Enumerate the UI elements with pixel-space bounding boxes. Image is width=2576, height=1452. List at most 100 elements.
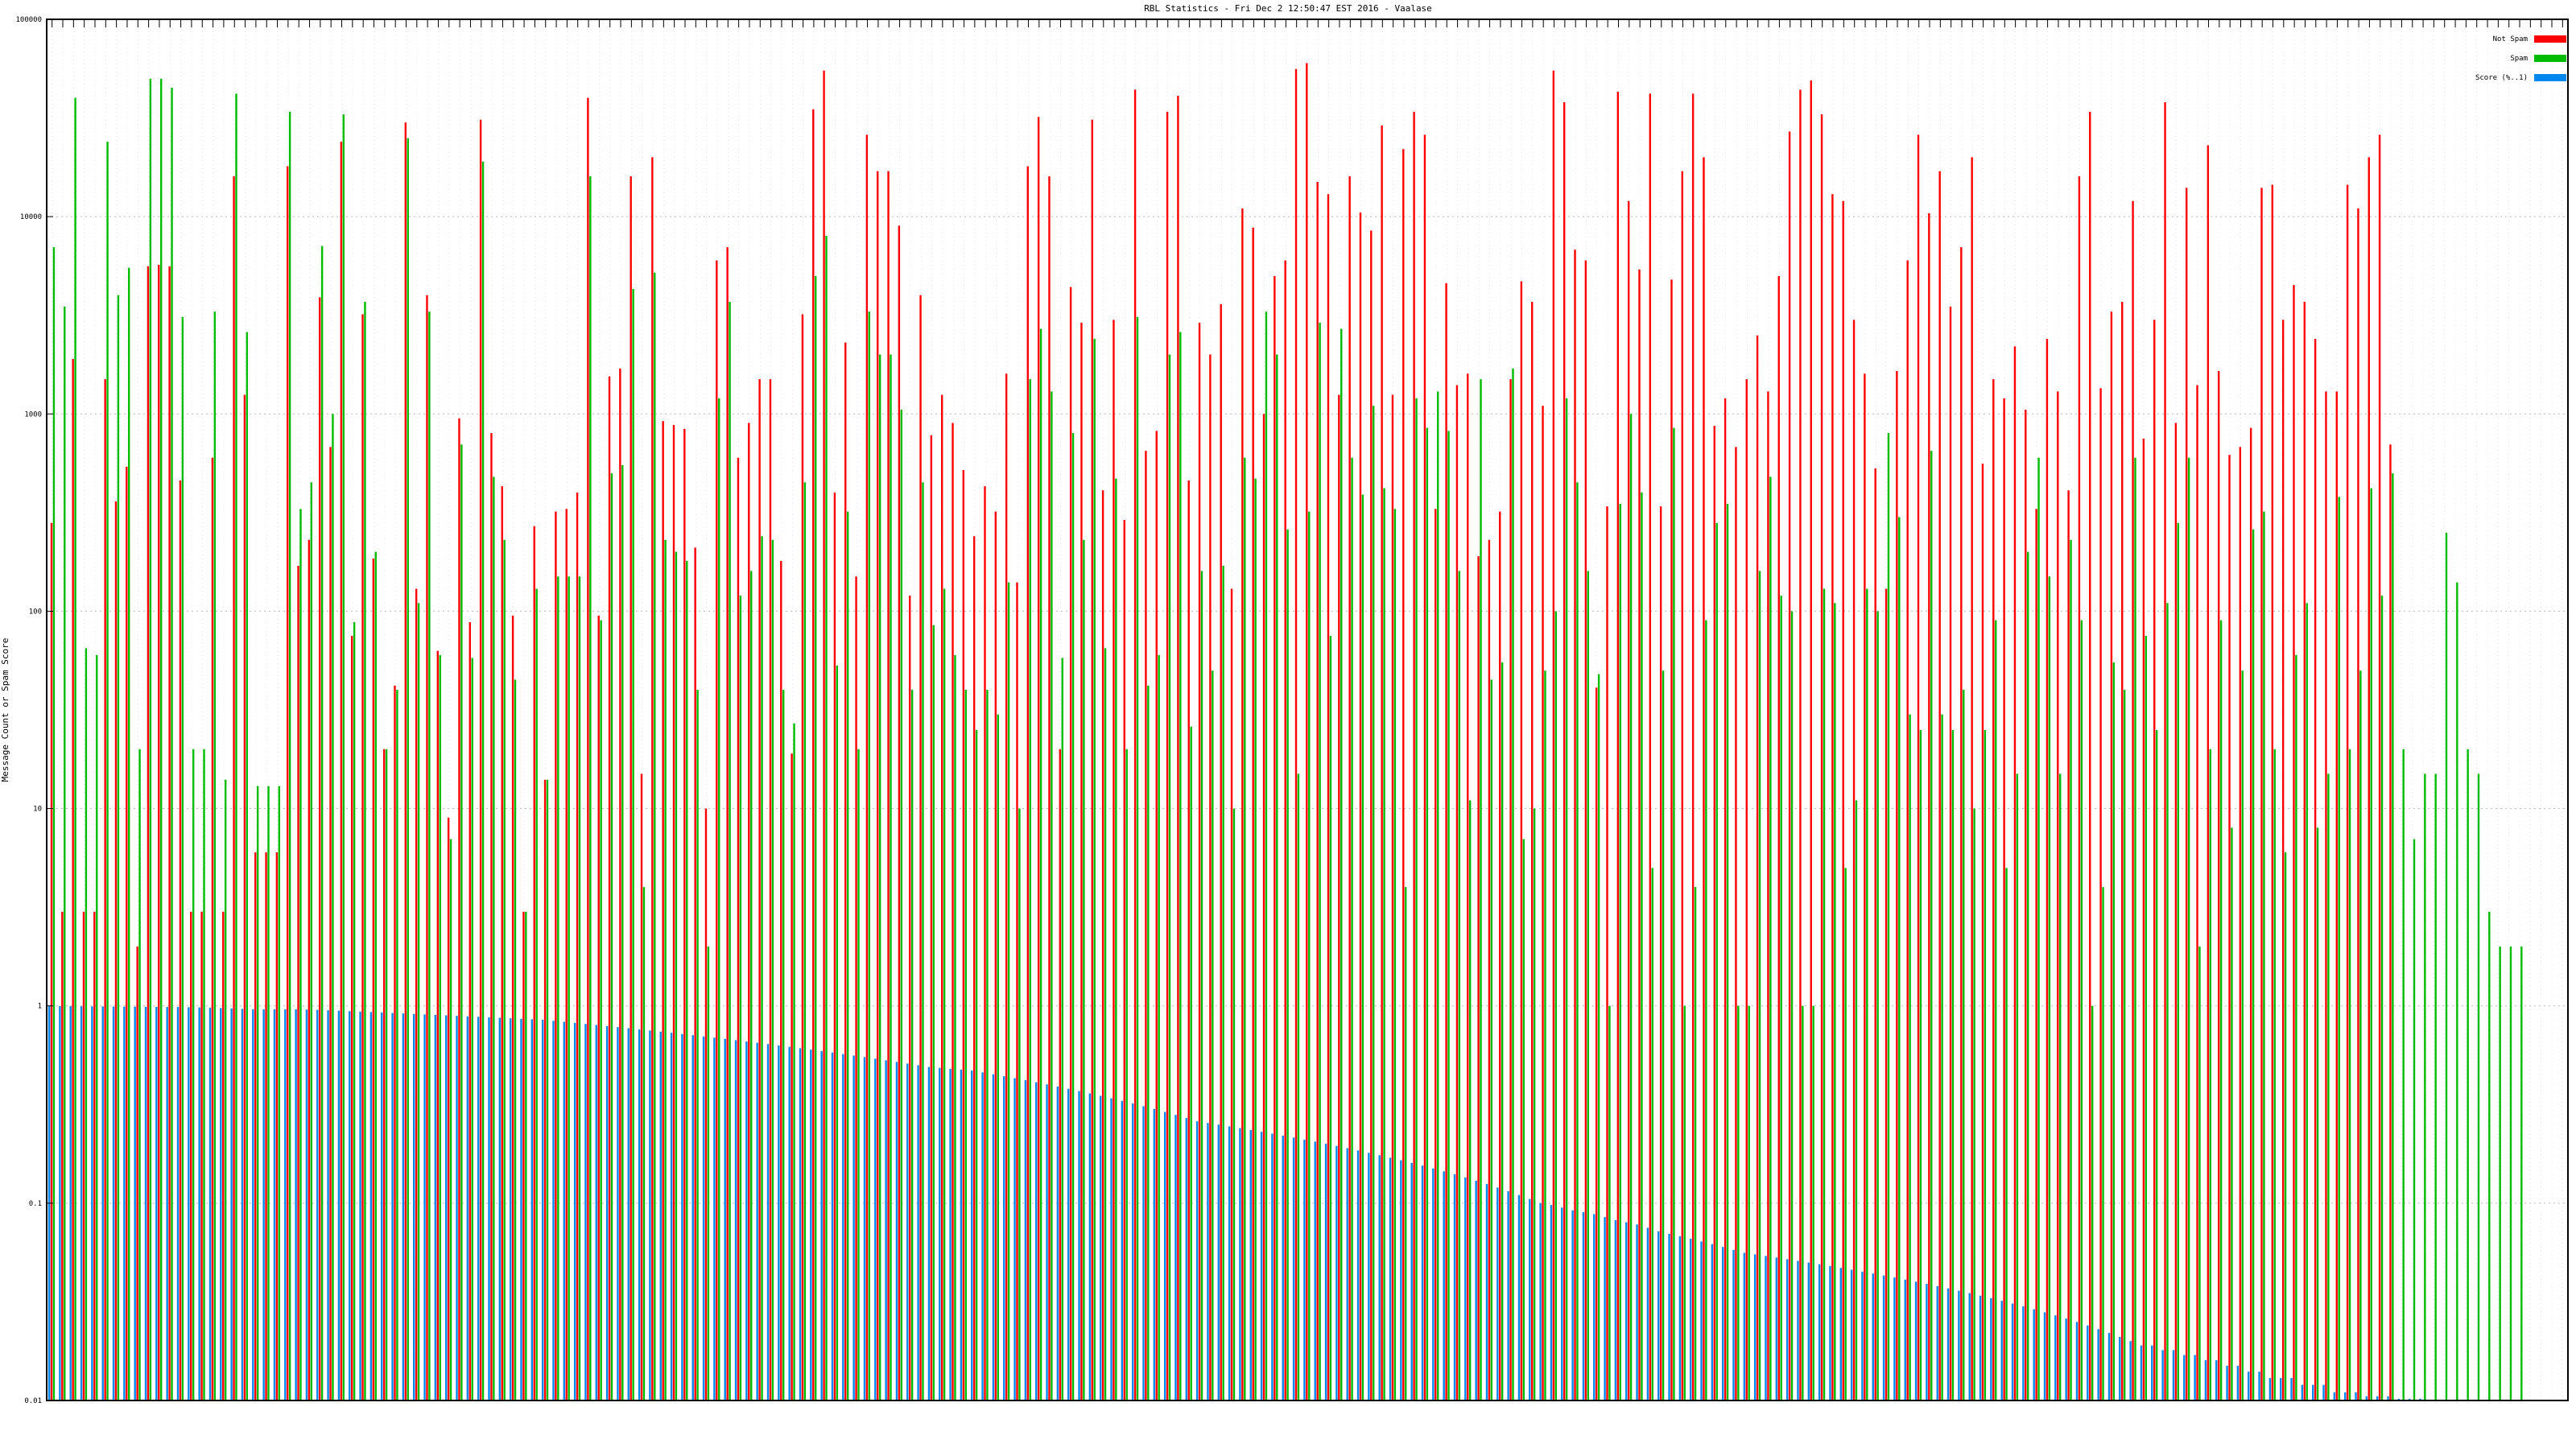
bar-spam [1608, 1005, 1611, 1400]
bar-spam [1812, 1005, 1814, 1400]
bar-not-spam [2196, 385, 2198, 1400]
bar-not-spam [1101, 490, 1104, 1400]
bar-spam [654, 272, 656, 1401]
bar-spam [1029, 379, 1031, 1401]
bar-spam [213, 311, 217, 1400]
bar-score [1893, 1277, 1896, 1400]
bar-spam [460, 444, 463, 1401]
bar-not-spam [1713, 426, 1715, 1401]
bar-not-spam [877, 171, 879, 1401]
bar-not-spam [1681, 171, 1684, 1401]
bar-not-spam [415, 588, 418, 1400]
bar-spam [235, 93, 237, 1400]
bar-score [1475, 1180, 1477, 1400]
bar-spam [771, 539, 774, 1400]
bar-score [1099, 1095, 1102, 1400]
bar-spam [707, 946, 710, 1400]
bar-spam [52, 247, 56, 1400]
bar-score [220, 1008, 222, 1400]
bar-score [852, 1055, 855, 1400]
bar-score [2268, 1378, 2272, 1400]
bar-not-spam [952, 423, 954, 1400]
bar-score [1292, 1137, 1295, 1400]
bar-score [1239, 1128, 1241, 1400]
bar-not-spam [1348, 176, 1351, 1401]
bar-spam [568, 576, 570, 1400]
bar-score [1561, 1207, 1563, 1400]
legend-label: Score (%..1) [2475, 74, 2528, 82]
bar-spam [1651, 868, 1653, 1400]
bar-not-spam [126, 466, 128, 1400]
bar-not-spam [962, 469, 965, 1400]
bar-spam [1071, 433, 1075, 1401]
bar-score [1829, 1265, 1831, 1400]
bar-score [1839, 1268, 1842, 1400]
bar-score [992, 1074, 995, 1400]
bar-spam [2456, 582, 2458, 1400]
bar-score [1185, 1118, 1187, 1400]
y-tick-label: 0.1 [29, 1200, 42, 1208]
bar-spam [96, 654, 98, 1400]
bar-spam [407, 138, 409, 1401]
bar-not-spam [318, 297, 321, 1401]
bar-spam [364, 301, 366, 1400]
bar-not-spam [1177, 95, 1179, 1401]
bar-score [1013, 1078, 1016, 1400]
bar-spam [642, 887, 646, 1400]
bar-not-spam [1563, 102, 1566, 1400]
bar-score [1625, 1222, 1628, 1400]
bar-score [423, 1014, 426, 1400]
bar-not-spam [1445, 283, 1447, 1400]
bar-not-spam [619, 368, 621, 1400]
bar-not-spam [565, 509, 568, 1400]
bar-spam [1415, 398, 1418, 1400]
bar-not-spam [2281, 320, 2285, 1400]
bar-not-spam [801, 314, 804, 1401]
bar-score [1035, 1082, 1038, 1400]
bar-spam [299, 509, 302, 1400]
bar-score [627, 1028, 630, 1400]
bar-spam [739, 596, 742, 1400]
bar-spam [782, 689, 785, 1400]
bar-spam [1587, 571, 1589, 1400]
bar-not-spam [1016, 582, 1018, 1400]
bar-spam [2273, 749, 2276, 1400]
bar-spam [2027, 551, 2029, 1400]
bar-score [1539, 1202, 1542, 1400]
bar-score [2408, 1398, 2411, 1400]
bar-score [2365, 1396, 2368, 1400]
bar-spam [203, 749, 205, 1400]
bar-spam [224, 779, 227, 1400]
bar-spam [1093, 339, 1096, 1401]
bar-score [1496, 1187, 1499, 1400]
bar-score [1914, 1281, 1918, 1400]
bar-spam [793, 723, 795, 1400]
bar-spam [1458, 571, 1461, 1400]
bar-score [230, 1008, 233, 1400]
bar-spam [1898, 517, 1901, 1400]
bar-not-spam [1885, 588, 1888, 1400]
legend-swatch [2534, 35, 2566, 43]
bar-spam [514, 679, 517, 1400]
bar-not-spam [1520, 281, 1523, 1400]
bar-score [2033, 1309, 2035, 1400]
bar-not-spam [2207, 145, 2210, 1400]
bar-not-spam [1670, 279, 1673, 1400]
bar-spam [2392, 473, 2394, 1400]
bar-score [1721, 1247, 1724, 1400]
y-tick-label: 100 [29, 608, 42, 616]
bar-score [155, 1006, 158, 1400]
bar-score [842, 1054, 844, 1400]
bar-spam [1512, 368, 1514, 1400]
bar-spam [1373, 406, 1375, 1401]
bar-not-spam [1133, 89, 1137, 1400]
bar-not-spam [2121, 301, 2124, 1400]
bar-not-spam [1488, 539, 1491, 1400]
bar-score [885, 1060, 887, 1400]
bar-spam [610, 473, 613, 1400]
bar-score [1271, 1133, 1274, 1400]
bar-not-spam [1026, 166, 1030, 1401]
bar-not-spam [501, 486, 503, 1400]
bar-not-spam [2325, 391, 2327, 1401]
bar-not-spam [587, 97, 589, 1401]
